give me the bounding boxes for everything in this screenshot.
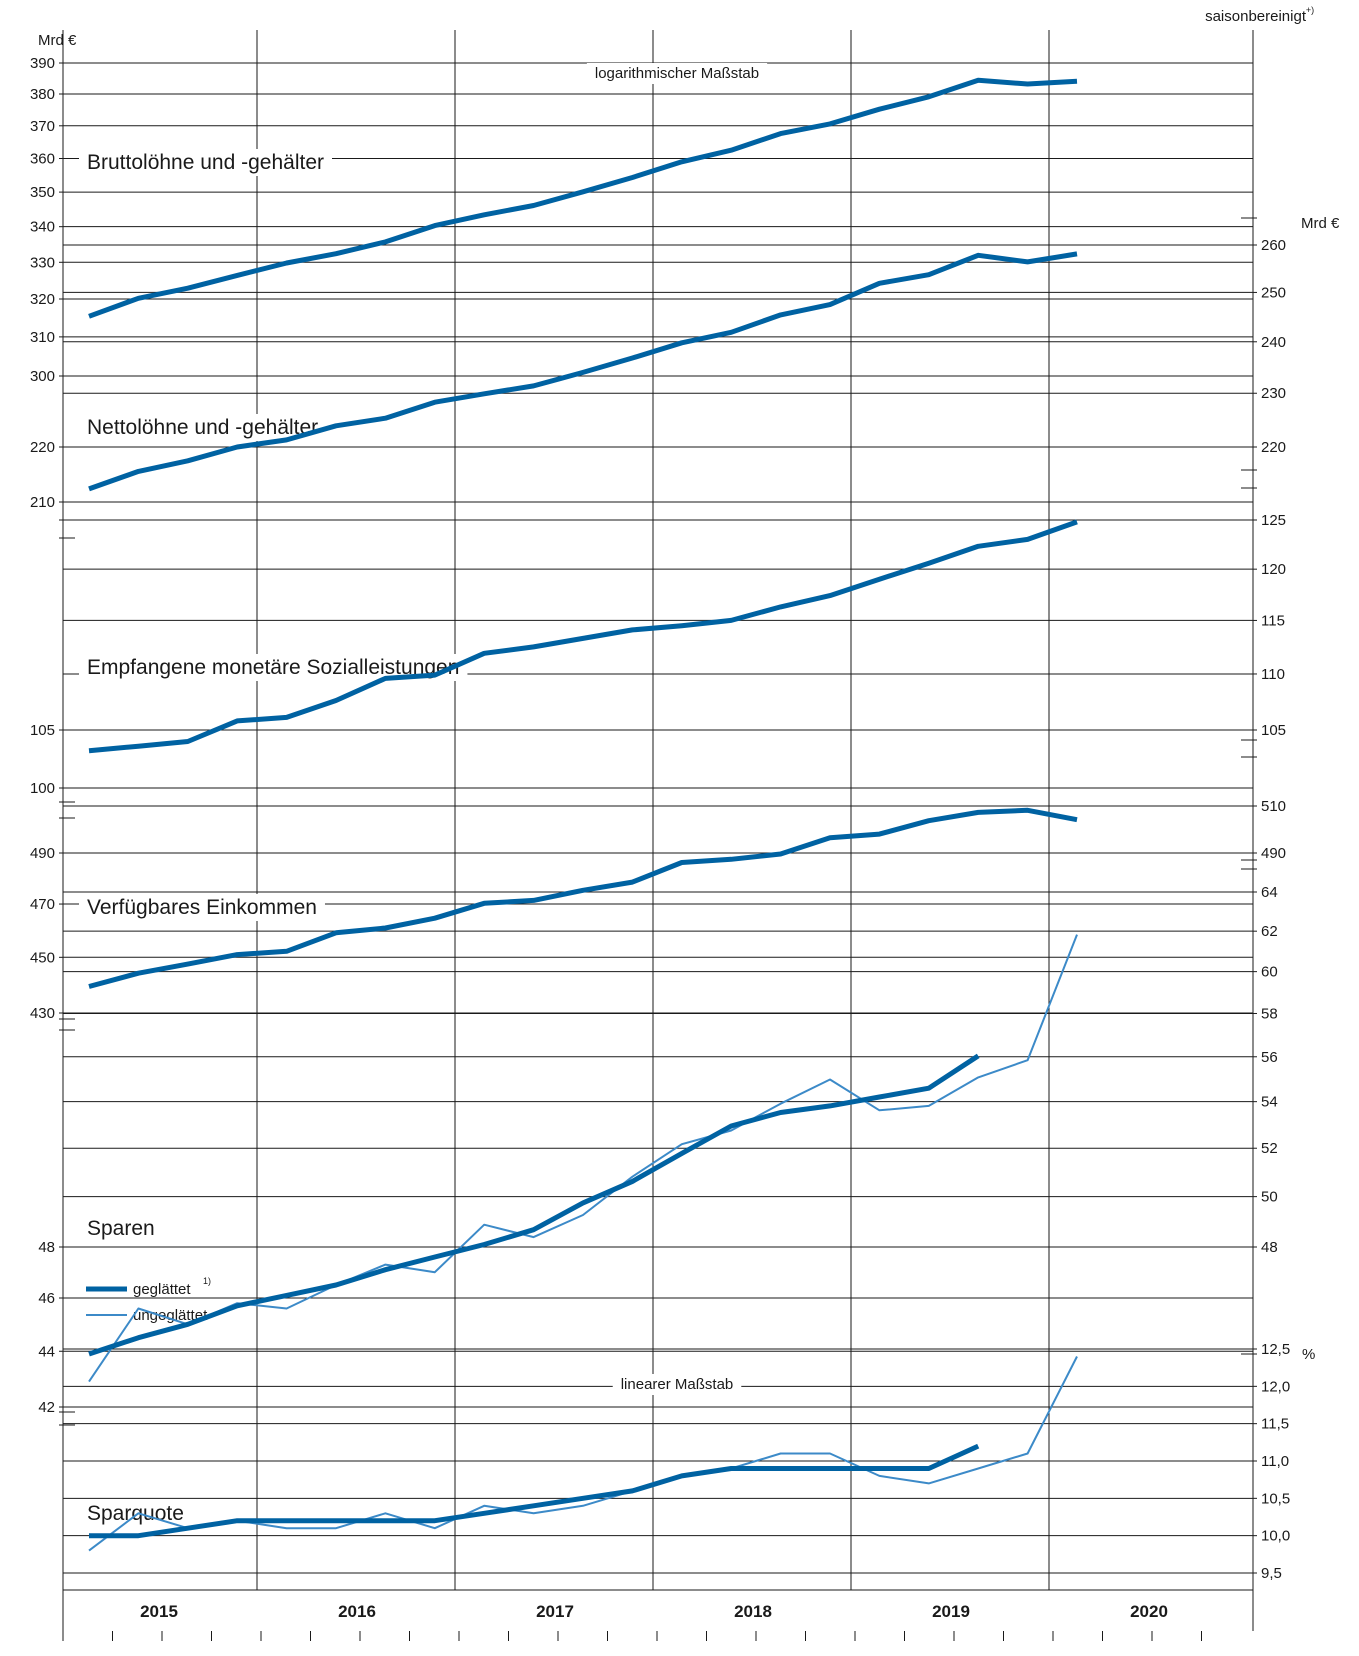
sozial-y-right-tick-label: 120	[1261, 561, 1286, 578]
season-note: saisonbereinigt	[1205, 8, 1307, 25]
netto-y-right-tick-label: 230	[1261, 385, 1286, 402]
x-year-label: 2017	[536, 1602, 574, 1621]
panel-title-sparquote-bg	[79, 1500, 192, 1527]
brutto-y-tick-label: 300	[30, 368, 55, 385]
einkommen-y-right-tick-label: 510	[1261, 798, 1286, 815]
panel-title-sparquote: Sparquote	[87, 1502, 184, 1525]
sparen-y-right-tick-label: 62	[1261, 923, 1278, 940]
brutto-y-tick-label: 320	[30, 291, 55, 308]
sparen-y-right-tick-label: 56	[1261, 1049, 1278, 1066]
brutto-y-tick-label: 330	[30, 254, 55, 271]
sparquote-y-right-tick-label: 9,5	[1261, 1565, 1282, 1582]
sparen-y-left-tick-label: 48	[38, 1239, 55, 1256]
sparen-y-right-tick-label: 52	[1261, 1140, 1278, 1157]
sparen-y-left-tick-label: 42	[38, 1399, 55, 1416]
series-line-sozialleistungen	[88, 519, 1078, 754]
percent-unit-label: %	[1302, 1346, 1315, 1363]
sparen-y-right-tick-label: 64	[1261, 884, 1278, 901]
sozial-y-right-tick-label: 115	[1261, 612, 1285, 629]
einkommen-y-left-tick-label: 450	[30, 949, 55, 966]
panel-title-netto-bg	[79, 414, 327, 441]
sparquote-y-right-tick-label: 12,5	[1261, 1341, 1290, 1358]
brutto-y-tick-label: 350	[30, 184, 55, 201]
panel-title-brutto-bg	[79, 149, 333, 176]
brutto-y-tick-label: 390	[30, 55, 55, 72]
sparen-y-right-tick-label: 48	[1261, 1239, 1278, 1256]
series-line-sparen-ungeglaettet	[88, 934, 1078, 1383]
legend-label-smoothed: geglättet	[133, 1281, 191, 1298]
sparen-y-right-tick-label: 58	[1261, 1005, 1278, 1022]
sozial-y-right-tick-label: 110	[1261, 666, 1285, 683]
legend: geglättet 1) ungeglättet	[86, 1276, 211, 1324]
netto-y-right-tick-label: 220	[1261, 439, 1286, 456]
sparen-y-left-tick-label: 46	[38, 1290, 55, 1307]
log-scale-label-bg	[586, 63, 768, 84]
brutto-y-tick-label: 310	[30, 329, 55, 346]
einkommen-y-right-tick-label: 490	[1261, 845, 1286, 862]
netto-y-left-tick-label: 210	[30, 494, 55, 511]
netto-y-left-tick-label: 220	[30, 439, 55, 456]
brutto-y-tick-label: 380	[30, 86, 55, 103]
sozial-y-right-tick-label: 125	[1261, 512, 1286, 529]
series-line-sparquote-geglaettet	[89, 1443, 980, 1539]
sparen-y-left-tick-label: 44	[38, 1343, 55, 1360]
sparen-y-right-tick-label: 60	[1261, 964, 1278, 981]
sparquote-y-right-tick-label: 11,0	[1261, 1453, 1289, 1470]
right-unit-label: Mrd €	[1301, 215, 1340, 232]
x-year-label: 2015	[140, 1602, 178, 1621]
legend-label-smoothed-sup: 1)	[203, 1276, 211, 1286]
brutto-y-tick-label: 360	[30, 150, 55, 167]
linear-scale-label: linearer Maßstab	[621, 1376, 734, 1393]
panel-title-einkommen-bg	[79, 894, 325, 921]
brutto-y-tick-label: 370	[30, 118, 55, 135]
einkommen-y-left-tick-label: 470	[30, 896, 55, 913]
sparquote-y-right-tick-label: 10,0	[1261, 1528, 1290, 1545]
panel-title-sparen: Sparen	[87, 1217, 155, 1240]
series-line-brutto	[88, 77, 1078, 319]
sparquote-y-right-tick-label: 10,5	[1261, 1490, 1290, 1507]
panel-title-brutto: Bruttolöhne und -gehälter	[87, 151, 324, 174]
netto-y-right-tick-label: 240	[1261, 334, 1286, 351]
x-year-label: 2018	[734, 1602, 772, 1621]
sparquote-y-right-tick-label: 12,0	[1261, 1378, 1290, 1395]
panel-title-sparen-bg	[79, 1215, 163, 1242]
linear-scale-label-bg	[612, 1374, 742, 1395]
sparen-y-right-tick-label: 54	[1261, 1094, 1278, 1111]
sozial-y-left-tick-label: 100	[30, 780, 55, 797]
x-year-label: 2016	[338, 1602, 376, 1621]
x-year-label: 2019	[932, 1602, 970, 1621]
log-scale-label: logarithmischer Maßstab	[595, 65, 759, 82]
left-unit-label: Mrd €	[38, 32, 77, 49]
einkommen-y-left-tick-label: 490	[30, 845, 55, 862]
legend-label-raw: ungeglättet	[133, 1307, 208, 1324]
sozial-y-left-tick-label: 105	[30, 722, 55, 739]
plot-frame	[59, 30, 1257, 1641]
sparen-y-right-tick-label: 50	[1261, 1189, 1278, 1206]
x-year-label: 2020	[1130, 1602, 1168, 1621]
netto-y-right-tick-label: 250	[1261, 284, 1286, 301]
series-line-netto	[88, 251, 1078, 492]
sozial-y-right-tick-label: 105	[1261, 722, 1286, 739]
netto-y-right-tick-label: 260	[1261, 237, 1286, 254]
panel-title-netto: Nettolöhne und -gehälter	[87, 416, 318, 439]
series-line-einkommen	[88, 807, 1078, 989]
sparquote-y-right-tick-label: 11,5	[1261, 1416, 1289, 1433]
panel-title-einkommen: Verfügbares Einkommen	[87, 896, 317, 919]
series-line-sparen-geglaettet	[88, 1053, 980, 1357]
brutto-y-tick-label: 340	[30, 219, 55, 236]
season-note-sup: +)	[1306, 5, 1314, 15]
einkommen-y-left-tick-label: 430	[30, 1005, 55, 1022]
panel-title-sozial: Empfangene monetäre Sozialleistungen	[87, 656, 459, 679]
marks: saisonbereinigt +) Mrd € Mrd € % logarit…	[30, 5, 1340, 1621]
